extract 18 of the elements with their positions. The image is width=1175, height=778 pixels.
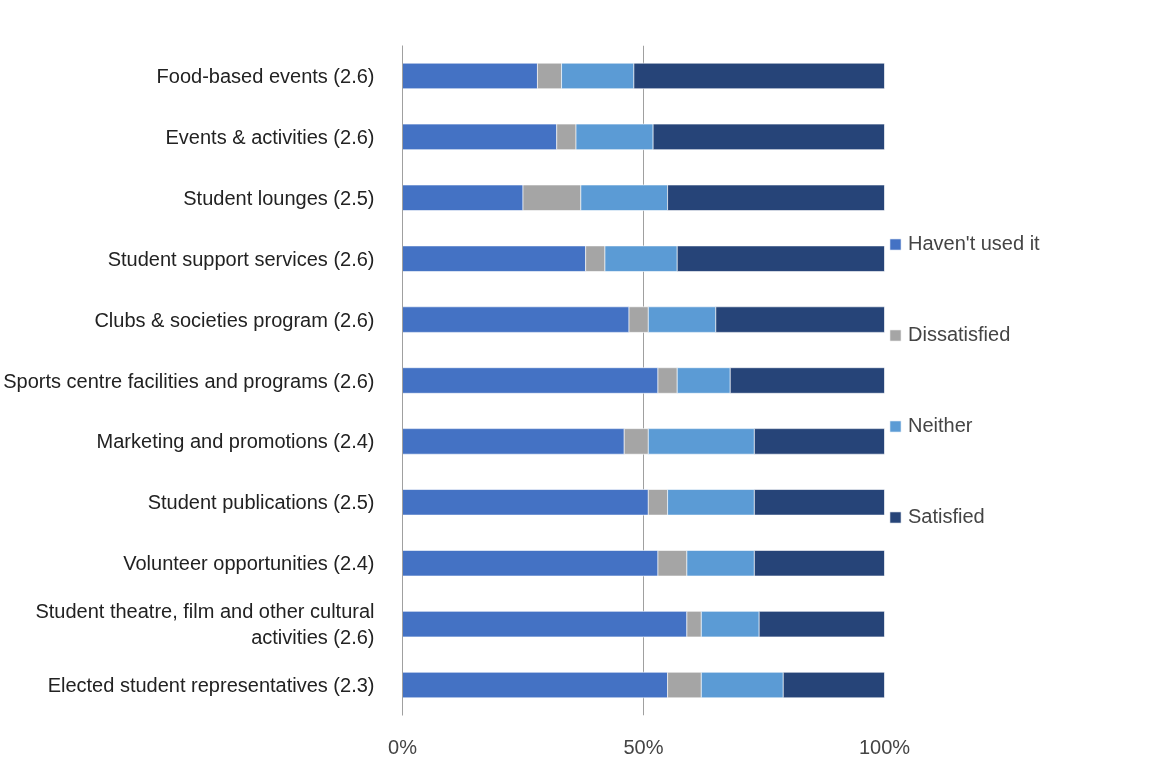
y-tick-label: Elected student representatives (2.3) (47, 674, 375, 697)
x-tick-label: 100% (858, 735, 911, 758)
y-tick-label: Sports centre facilities and programs (2.6) (3, 369, 375, 392)
y-tick-label: Events & activities (2.6) (165, 125, 375, 148)
y-tick-label: Clubs & societies program (2.6) (94, 308, 375, 331)
x-tick-label: 50% (623, 735, 664, 758)
y-tick-label: Student theatre, film and other cultural activities (2.6) (35, 599, 375, 649)
y-tick-label: Student lounges (2.5) (183, 186, 375, 209)
y-tick-label: Student support services (2.6) (107, 247, 375, 270)
y-tick-label: Marketing and promotions (2.4) (96, 430, 375, 453)
y-tick-label: Food-based events (2.6) (156, 64, 375, 87)
x-tick-label: 0% (388, 735, 418, 758)
legend-label: Neither (908, 414, 973, 437)
legend-label: Haven't used it (908, 232, 1040, 255)
y-tick-label: Student publications (2.5) (147, 491, 375, 514)
y-tick-label: Volunteer opportunities (2.4) (123, 552, 375, 575)
legend-label: Dissatisfied (908, 323, 1011, 346)
legend-label: Satisfied (908, 505, 985, 528)
